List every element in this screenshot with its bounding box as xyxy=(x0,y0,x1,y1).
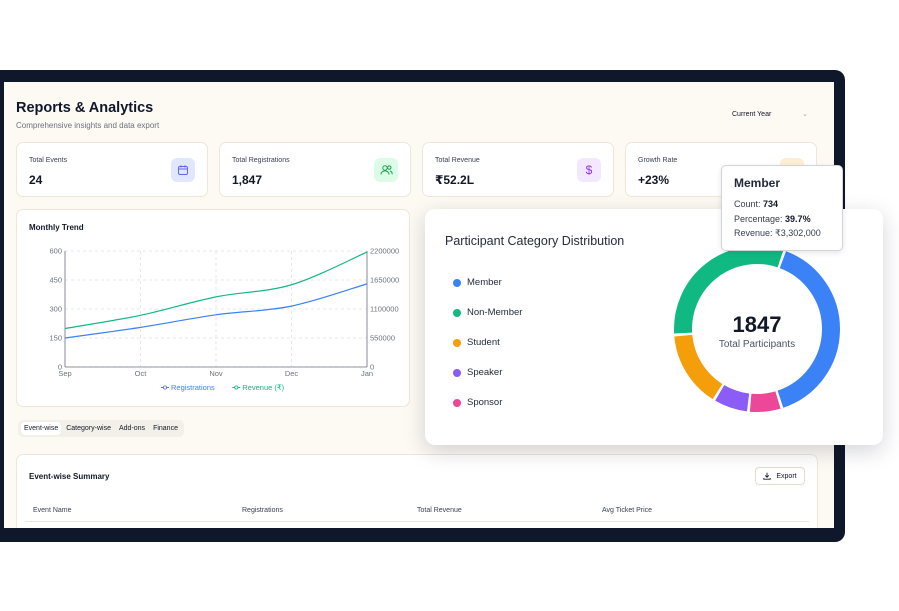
legend-label: Speaker xyxy=(467,367,503,378)
legend-label: Sponsor xyxy=(467,397,503,408)
stat-value: ₹52.2L xyxy=(435,173,475,187)
stat-card-total-revenue: Total Revenue ₹52.2L $ xyxy=(422,142,614,197)
legend-marker xyxy=(234,385,239,390)
tab-category-wise[interactable]: Category-wise xyxy=(66,425,111,432)
donut-center-value: 1847 xyxy=(733,312,782,337)
export-label: Export xyxy=(776,472,797,480)
monthly-trend-chart: 0 0 150 550000 300 1100000 450 1650000 600 220000… xyxy=(49,247,399,393)
series-line-revenue[interactable] xyxy=(64,251,368,330)
x-tick-label: Oct xyxy=(135,369,148,378)
y-right-tick-label: 1650000 xyxy=(370,276,399,285)
donut-slice-member[interactable] xyxy=(777,251,840,408)
legend-dot xyxy=(453,338,461,347)
year-filter-select[interactable]: Current Year ⌄ xyxy=(726,106,814,122)
page-subtitle: Comprehensive insights and data export xyxy=(16,121,160,130)
stat-label: Total Registrations xyxy=(232,157,290,164)
tab-event-wise[interactable]: Event-wise xyxy=(21,422,62,435)
tab-finance[interactable]: Finance xyxy=(153,425,178,432)
legend-marker xyxy=(162,385,167,390)
column-header-registrations[interactable]: Registrations xyxy=(242,507,283,514)
column-header-event-name[interactable]: Event Name xyxy=(33,507,72,514)
tooltip-count-label: Count: xyxy=(734,199,764,209)
legend-label: Member xyxy=(467,277,502,288)
legend-item-non-member[interactable]: Non-Member xyxy=(453,307,522,318)
legend-dot xyxy=(453,368,461,377)
tooltip-percentage-label: Percentage: xyxy=(734,213,786,224)
stat-label: Total Events xyxy=(29,157,68,164)
stat-value: 1,847 xyxy=(232,173,263,187)
tooltip-percentage: Percentage: 39.7% xyxy=(734,212,830,227)
stat-card-total-events: Total Events 24 xyxy=(16,142,208,197)
dollar-icon: $ xyxy=(577,158,601,182)
legend-item-sponsor[interactable]: Sponsor xyxy=(453,397,502,408)
donut-slice-student[interactable] xyxy=(674,334,723,400)
category-donut-chart: 1847 Total Participants xyxy=(674,246,840,412)
calendar-icon xyxy=(171,158,195,182)
y-left-tick-label: 0 xyxy=(58,363,62,372)
chevron-down-icon: ⌄ xyxy=(802,111,808,118)
stat-value: +23% xyxy=(638,173,670,187)
donut-center-label: Total Participants xyxy=(719,339,795,350)
x-tick-label: Dec xyxy=(285,369,299,378)
tooltip-revenue: Revenue: ₹3,302,000 xyxy=(734,226,830,241)
legend-item-student[interactable]: Student xyxy=(453,337,500,348)
monthly-trend-card: Monthly Trend 0 0 150 550000 300 1100000 450 16… xyxy=(16,209,410,407)
y-left-tick-label: 600 xyxy=(49,247,62,256)
page-title: Reports & Analytics xyxy=(16,100,154,116)
distribution-title: Participant Category Distribution xyxy=(445,234,625,248)
tooltip-count-value: 734 xyxy=(763,199,779,209)
year-filter-value: Current Year xyxy=(732,110,772,118)
legend-label: Student xyxy=(467,337,500,348)
tab-add-ons[interactable]: Add-ons xyxy=(118,425,146,432)
donut-slice-sponsor[interactable] xyxy=(749,391,781,412)
y-left-tick-label: 300 xyxy=(49,305,62,314)
tooltip-percentage-value: 39.7% xyxy=(785,213,811,224)
x-tick-label: Sep xyxy=(58,369,71,378)
legend-dot xyxy=(453,308,461,317)
legend-label[interactable]: Revenue (₹) xyxy=(242,383,284,392)
trend-title: Monthly Trend xyxy=(29,223,84,232)
donut-slice-speaker[interactable] xyxy=(715,384,750,412)
export-button[interactable]: Export xyxy=(755,467,805,485)
y-right-tick-label: 1100000 xyxy=(370,305,399,314)
table-header-divider xyxy=(25,521,809,522)
tooltip-revenue-value: ₹3,302,000 xyxy=(775,228,821,238)
y-left-tick-label: 150 xyxy=(49,334,62,343)
y-left-tick-label: 450 xyxy=(49,276,62,285)
legend-label[interactable]: Registrations xyxy=(171,383,215,392)
legend-dot xyxy=(453,398,461,407)
x-tick-label: Jan xyxy=(361,369,373,378)
users-icon xyxy=(374,158,398,182)
legend-label: Non-Member xyxy=(467,307,523,318)
y-right-tick-label: 0 xyxy=(370,363,374,372)
event-summary-card: Event-wise Summary Export Event Name Reg… xyxy=(16,454,818,528)
y-right-tick-label: 2200000 xyxy=(370,247,399,256)
y-right-tick-label: 550000 xyxy=(370,334,395,343)
chart-tooltip: Member Count: 734 Percentage: 39.7% Reve… xyxy=(721,165,843,251)
x-tick-label: Nov xyxy=(209,369,223,378)
tooltip-title: Member xyxy=(734,176,781,190)
legend-item-member[interactable]: Member xyxy=(453,277,502,288)
donut-slice-non-member[interactable] xyxy=(674,246,784,334)
tooltip-count: Count: 734 xyxy=(734,197,830,212)
download-icon xyxy=(763,472,772,480)
stat-label: Growth Rate xyxy=(638,157,678,164)
column-header-total-revenue[interactable]: Total Revenue xyxy=(417,507,462,514)
report-tabs: Event-wise Category-wise Add-ons Finance xyxy=(18,420,184,437)
column-header-avg-ticket-price[interactable]: Avg Ticket Price xyxy=(602,507,653,514)
legend-item-speaker[interactable]: Speaker xyxy=(453,367,502,378)
tooltip-revenue-label: Revenue: xyxy=(734,228,776,238)
stat-card-total-registrations: Total Registrations 1,847 xyxy=(219,142,411,197)
stat-label: Total Revenue xyxy=(435,157,480,164)
legend-dot xyxy=(453,278,461,287)
series-line-registrations[interactable] xyxy=(64,283,368,339)
summary-title: Event-wise Summary xyxy=(29,472,110,481)
stat-value: 24 xyxy=(29,173,43,187)
